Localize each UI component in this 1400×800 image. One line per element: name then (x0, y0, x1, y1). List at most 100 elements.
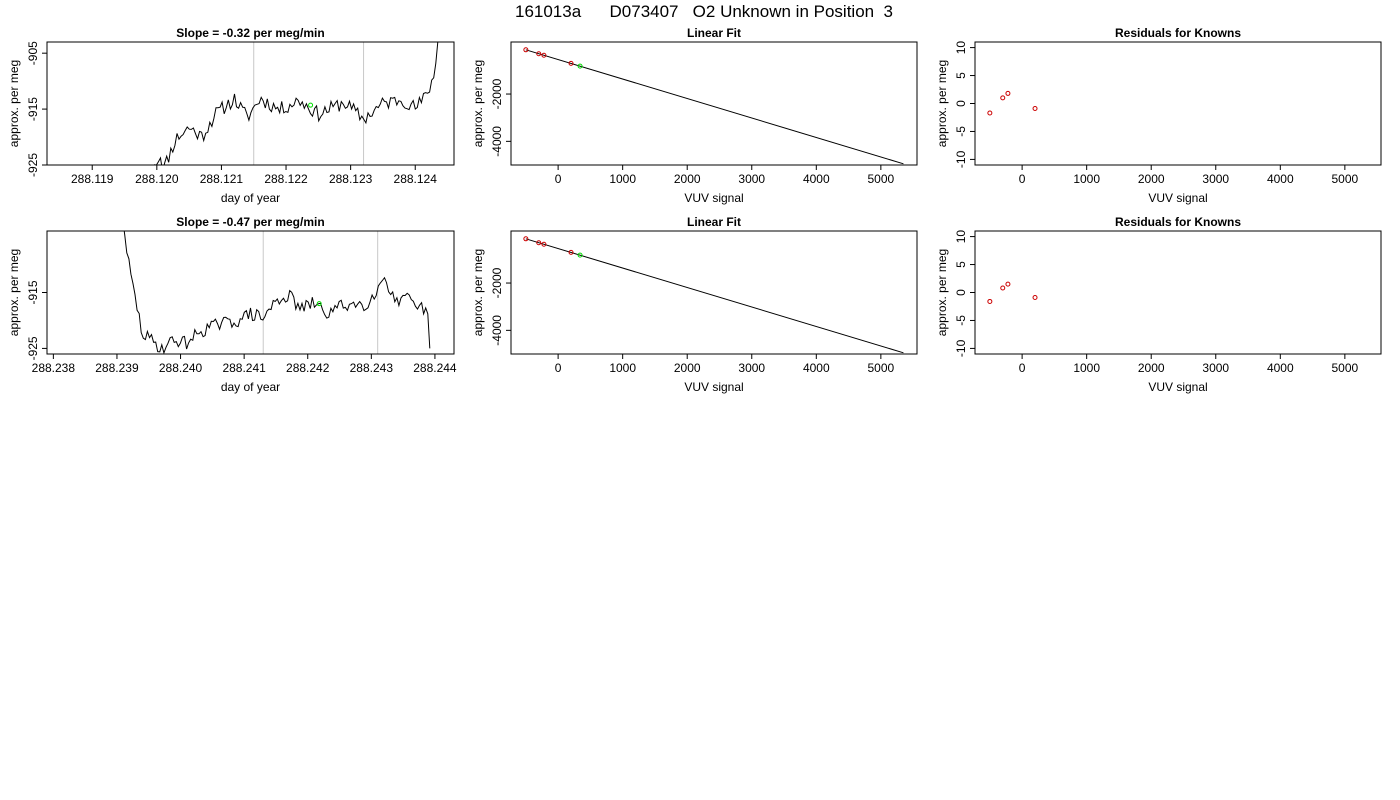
r2-timeseries-unknown-marker-0 (316, 301, 322, 307)
r1-residuals-ytick-label-4: -10 (954, 150, 968, 168)
r2-residuals-xtick-label-5: 5000 (1332, 361, 1359, 375)
r1-timeseries-unknown-marker-0 (308, 102, 314, 108)
r1-residuals-known-point-0 (987, 110, 993, 116)
r2-linearfit-frame (510, 230, 918, 355)
r2-linearfit-xtick-label-3: 3000 (738, 361, 765, 375)
r2-residuals-xtick-label-3: 3000 (1202, 361, 1229, 375)
r2-timeseries-ylabel: approx. per meg (7, 249, 21, 336)
r1-linearfit-xtick-label-3: 3000 (738, 172, 765, 186)
r2-residuals-ytick-label-0: 10 (954, 230, 968, 244)
r2-timeseries-xtick-label-1: 288.239 (95, 361, 139, 375)
r1-linearfit-known-point-2 (541, 52, 547, 58)
r1-linearfit-known-point-0 (523, 47, 529, 53)
r1-linearfit-known-point-1 (536, 51, 542, 57)
r1-linearfit-xtick-label-2: 2000 (674, 172, 701, 186)
r2-linearfit-ytick-label-0: -2000 (490, 267, 504, 298)
r1-timeseries-title: Slope = -0.32 per meg/min (176, 26, 324, 40)
r2-residuals-ytick-label-1: 5 (954, 261, 968, 268)
r1-residuals-ytick-label-3: -5 (954, 126, 968, 137)
r1-residuals-known-point-1 (1000, 95, 1006, 101)
r2-timeseries-xtick-label-3: 288.241 (222, 361, 266, 375)
r1-linearfit-ytick-label-1: -4000 (490, 126, 504, 157)
r2-residuals-ytick-label-4: -10 (954, 339, 968, 357)
r1-linearfit-known-point-3 (568, 60, 574, 66)
r1-residuals-xtick-label-4: 4000 (1267, 172, 1294, 186)
r2-linearfit-known-point-3 (568, 249, 574, 255)
r2-timeseries-group (42, 230, 455, 359)
r2-linearfit-group (506, 230, 918, 359)
r2-residuals-known-point-1 (1000, 285, 1006, 291)
r1-linearfit-unknown-point-0 (577, 63, 583, 69)
r1-residuals-xtick-label-0: 0 (1019, 172, 1026, 186)
r2-residuals-xlabel: VUV signal (1148, 380, 1207, 394)
r1-residuals-title: Residuals for Knowns (1115, 26, 1241, 40)
r2-timeseries-xtick-label-5: 288.243 (350, 361, 394, 375)
r1-residuals-ytick-label-1: 5 (954, 72, 968, 79)
r2-residuals-known-point-0 (987, 298, 993, 304)
r2-linearfit-fit-line (525, 238, 904, 354)
r2-residuals-group (970, 230, 1382, 359)
r2-linearfit-known-point-0 (523, 236, 529, 242)
r1-residuals-xtick-label-5: 5000 (1332, 172, 1359, 186)
r1-residuals-known-point-2 (1005, 90, 1011, 96)
r1-residuals-xlabel: VUV signal (1148, 191, 1207, 205)
r1-linearfit-ytick-label-0: -2000 (490, 78, 504, 109)
r1-linearfit-xlabel: VUV signal (684, 191, 743, 205)
r1-linearfit-group (506, 41, 918, 170)
r2-linearfit-xtick-label-5: 5000 (868, 361, 895, 375)
r1-residuals-ytick-label-0: 10 (954, 41, 968, 55)
r2-residuals-known-point-2 (1005, 281, 1011, 287)
r1-linearfit-ylabel: approx. per meg (471, 60, 485, 147)
r1-residuals-group (970, 41, 1382, 170)
r2-timeseries-xtick-label-6: 288.244 (413, 361, 457, 375)
r1-timeseries-ytick-label-1: -915 (26, 97, 40, 121)
r2-linearfit-xtick-label-4: 4000 (803, 361, 830, 375)
r2-timeseries-ytick-label-0: -915 (26, 280, 40, 304)
r1-residuals-xtick-label-1: 1000 (1073, 172, 1100, 186)
r2-residuals-known-point-3 (1032, 295, 1038, 301)
r2-linearfit-xlabel: VUV signal (684, 380, 743, 394)
r2-timeseries-xtick-label-2: 288.240 (159, 361, 203, 375)
r2-residuals-ytick-label-3: -5 (954, 315, 968, 326)
r2-timeseries-xtick-label-4: 288.242 (286, 361, 330, 375)
r1-timeseries-ytick-label-2: -925 (26, 153, 40, 177)
r1-timeseries-xtick-label-0: 288.119 (71, 172, 114, 186)
r1-residuals-ytick-label-2: 0 (954, 100, 968, 107)
r2-residuals-ylabel: approx. per meg (935, 249, 949, 336)
r1-linearfit-xtick-label-1: 1000 (609, 172, 636, 186)
r2-residuals-xtick-label-1: 1000 (1073, 361, 1100, 375)
r1-timeseries-ylabel: approx. per meg (7, 60, 21, 147)
r1-timeseries-xtick-label-2: 288.121 (200, 172, 244, 186)
r1-linearfit-fit-line (525, 49, 904, 165)
r1-residuals-xtick-label-3: 3000 (1202, 172, 1229, 186)
r1-timeseries-ytick-label-0: -905 (26, 41, 40, 65)
r1-timeseries-xtick-label-4: 288.123 (329, 172, 373, 186)
r2-linearfit-known-point-2 (541, 241, 547, 247)
r2-timeseries-title: Slope = -0.47 per meg/min (176, 215, 324, 229)
r1-timeseries-series-line-0 (153, 42, 439, 165)
r2-residuals-title: Residuals for Knowns (1115, 215, 1241, 229)
r1-timeseries-group (42, 41, 455, 170)
r2-timeseries-ytick-label-1: -925 (26, 336, 40, 360)
r2-linearfit-title: Linear Fit (687, 215, 741, 229)
r2-residuals-xtick-label-2: 2000 (1138, 361, 1165, 375)
r1-linearfit-xtick-label-5: 5000 (868, 172, 895, 186)
r2-timeseries-xtick-label-0: 288.238 (32, 361, 76, 375)
page-title: 161013a D073407 O2 Unknown in Position 3 (515, 2, 893, 21)
r1-timeseries-xlabel: day of year (221, 191, 280, 205)
r2-linearfit-xtick-label-1: 1000 (609, 361, 636, 375)
r2-linearfit-unknown-point-0 (577, 252, 583, 258)
r1-linearfit-title: Linear Fit (687, 26, 741, 40)
r2-timeseries-xlabel: day of year (221, 380, 280, 394)
r1-timeseries-frame (46, 41, 455, 166)
r1-timeseries-xtick-label-5: 288.124 (394, 172, 438, 186)
r1-linearfit-xtick-label-0: 0 (555, 172, 562, 186)
r1-linearfit-frame (510, 41, 918, 166)
r2-residuals-xtick-label-4: 4000 (1267, 361, 1294, 375)
r2-timeseries-series-line-0 (123, 231, 431, 354)
r2-linearfit-ytick-label-1: -4000 (490, 315, 504, 346)
r2-residuals-xtick-label-0: 0 (1019, 361, 1026, 375)
r2-residuals-ytick-label-2: 0 (954, 289, 968, 296)
r1-residuals-known-point-3 (1032, 106, 1038, 112)
